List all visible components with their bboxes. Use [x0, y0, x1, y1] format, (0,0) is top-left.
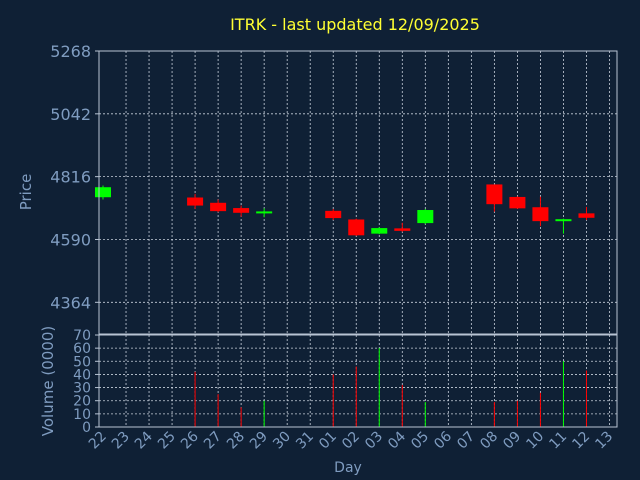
candle-body: [348, 219, 365, 236]
chart-title: ITRK - last updated 12/09/2025: [230, 15, 480, 34]
volume-tick-label: 70: [73, 328, 91, 344]
volume-tick-label: 40: [73, 367, 91, 383]
candle-body: [486, 184, 503, 205]
volume-tick-label: 60: [73, 341, 91, 357]
candle-body: [187, 197, 204, 206]
price-panel-frame: [98, 50, 618, 335]
price-tick-label: 4364: [50, 293, 91, 312]
price-tick-label: 5042: [50, 105, 91, 124]
candle-body: [578, 213, 595, 218]
price-axis-label: Price: [17, 174, 35, 211]
price-tick-label: 4590: [50, 230, 91, 249]
volume-bars: [194, 348, 587, 427]
x-axis-label: Day: [334, 460, 362, 476]
volume-tick-label: 50: [73, 354, 91, 370]
candle-body: [417, 210, 434, 224]
volume-tick-label: 30: [73, 381, 91, 397]
volume-tick-label: 0: [82, 420, 91, 436]
candle-body: [325, 210, 342, 219]
candles: [95, 184, 595, 236]
volume-panel-frame: [98, 334, 618, 428]
volume-tick-label: 10: [73, 407, 91, 423]
candle-body: [509, 196, 526, 209]
candle-body: [555, 219, 572, 222]
candle-body: [233, 208, 250, 213]
candle-body: [95, 187, 111, 198]
volume-tick-label: 20: [73, 394, 91, 410]
volume-axis-label: Volume (0000): [39, 326, 57, 436]
price-tick-label: 5268: [50, 42, 91, 61]
candle-body: [371, 228, 388, 234]
price-tick-labels: 5268 5042 4816 4590 4364: [50, 42, 99, 312]
price-tick-label: 4816: [50, 168, 91, 187]
candle-body: [532, 207, 549, 222]
x-tick-labels: 22 23 24 25 26 27 28 29 30 31 01 02 03 04 05 06 07 08 09 10…: [86, 428, 616, 452]
candle-body: [210, 202, 227, 212]
candle-body: [256, 211, 273, 214]
candle-body: [394, 228, 411, 231]
